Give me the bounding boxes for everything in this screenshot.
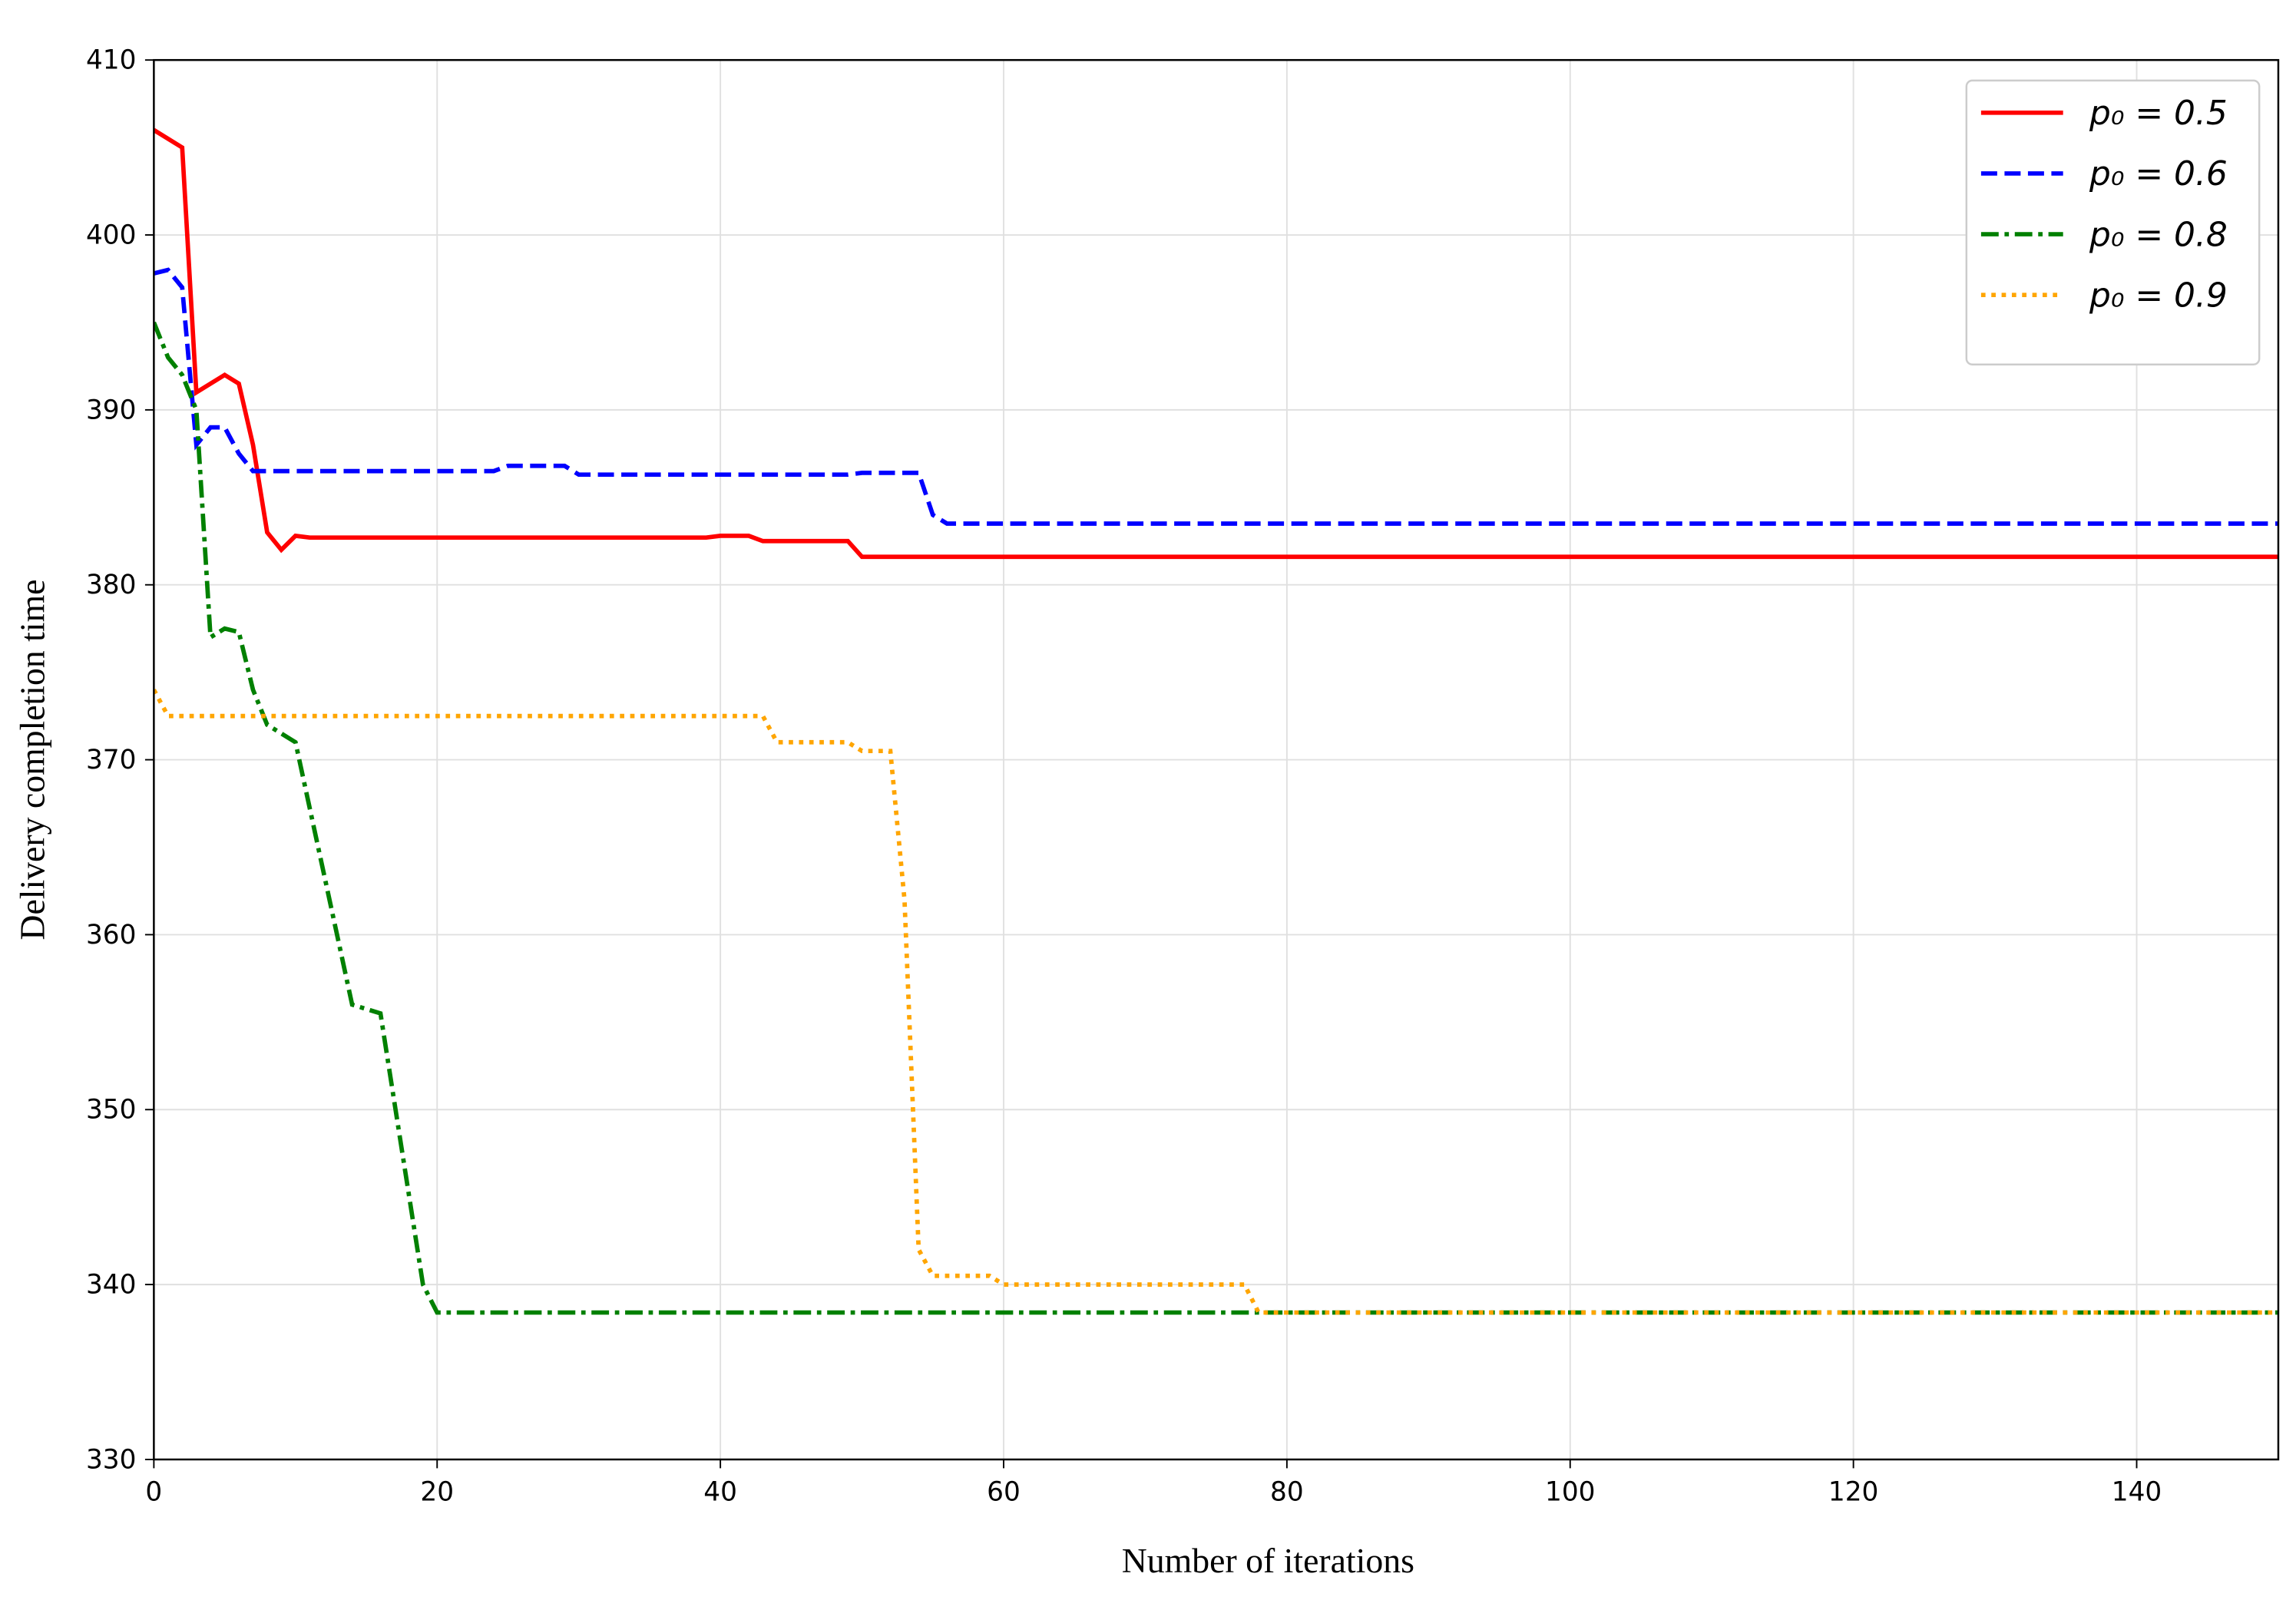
y-tick-label: 340 <box>86 1270 137 1301</box>
x-tick-label: 20 <box>420 1476 454 1507</box>
x-axis-label: Number of iterations <box>1122 1541 1414 1580</box>
y-tick-label: 330 <box>86 1444 137 1475</box>
line <box>154 127 2278 560</box>
x-tick-label: 60 <box>987 1476 1021 1507</box>
y-tick-label: 380 <box>86 570 137 600</box>
legend-label: p₀ = 0.8 <box>2089 215 2228 254</box>
x-tick-label: 120 <box>1828 1476 1879 1507</box>
line <box>154 267 2278 526</box>
x-tick-label: 100 <box>1545 1476 1596 1507</box>
plot-frame <box>153 58 2280 1461</box>
legend-label: p₀ = 0.5 <box>2089 94 2228 133</box>
y-tick-label: 360 <box>86 920 137 950</box>
x-tick-label: 40 <box>703 1476 737 1507</box>
legend-label: p₀ = 0.9 <box>2089 276 2228 315</box>
y-axis-label: Delivery completion time <box>12 580 51 940</box>
line <box>154 321 2278 1315</box>
y-tick-label: 350 <box>86 1095 137 1126</box>
x-tick-label: 0 <box>145 1476 162 1507</box>
legend-label: p₀ = 0.6 <box>2089 154 2228 193</box>
y-tick-label: 390 <box>86 395 137 425</box>
y-tick-label: 370 <box>86 745 137 775</box>
x-tick-label: 80 <box>1270 1476 1304 1507</box>
y-tick-label: 410 <box>86 45 137 76</box>
legend-box <box>1965 79 2261 366</box>
y-tick-label: 400 <box>86 220 137 250</box>
x-tick-label: 140 <box>2112 1476 2162 1507</box>
line <box>154 689 2278 1315</box>
